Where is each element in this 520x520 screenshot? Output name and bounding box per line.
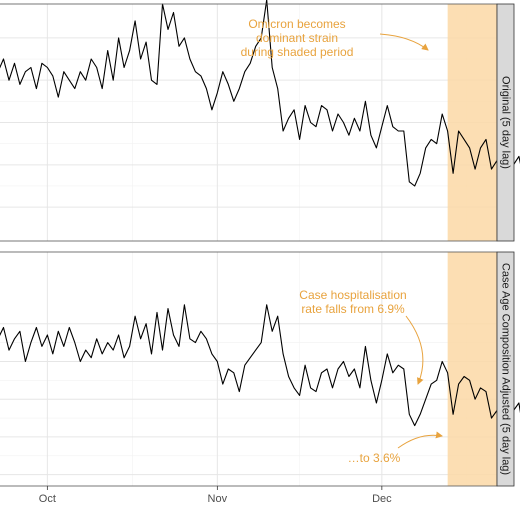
series-line	[0, 0, 520, 187]
shaded-period	[447, 4, 497, 241]
facet-strip	[496, 251, 515, 487]
annotation-arrow	[397, 431, 443, 449]
annotation-text: rate falls from 6.9%	[301, 302, 405, 316]
facet-strip-label: Case Age Composition Adjusted (5 day lag…	[500, 263, 512, 475]
x-tick-label: Dec	[372, 493, 392, 505]
annotation-arrow	[405, 315, 424, 385]
facet-strip	[496, 3, 515, 242]
annotation-arrow	[379, 33, 429, 51]
annotation-text: dominant strain	[256, 31, 338, 45]
x-tick-label: Oct	[39, 493, 56, 505]
annotation-text: …to 3.6%	[348, 451, 401, 465]
annotation-text: Case hospitalisation	[299, 288, 406, 302]
facet-strip-label: Original (5 day lag)	[500, 76, 512, 169]
series-line	[0, 304, 520, 427]
annotation-text: Omicron becomes	[248, 17, 345, 31]
annotation-text: during shaded period	[241, 45, 354, 59]
x-tick-label: Nov	[208, 493, 228, 505]
shaded-period	[447, 252, 497, 486]
